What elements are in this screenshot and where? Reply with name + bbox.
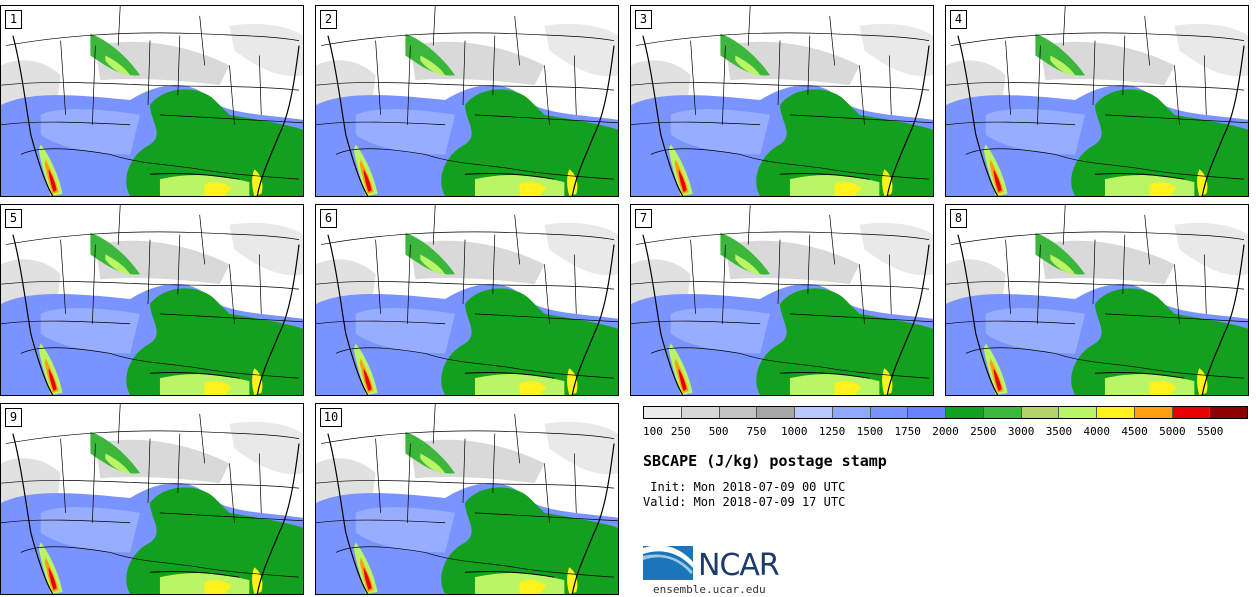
colorbar-tick-label: 3000 [1007, 425, 1035, 438]
sbcape-map-10 [316, 404, 618, 594]
sbcape-map-5 [1, 205, 303, 395]
sbcape-map-3 [631, 6, 933, 196]
sbcape-map-6 [316, 205, 618, 395]
colorbar-swatch [832, 407, 871, 418]
colorbar-tick-label: 4500 [1121, 425, 1148, 438]
colorbar-tick-label: 2500 [970, 425, 997, 438]
panel-number-label: 9 [5, 408, 22, 427]
panel-number-label: 7 [635, 209, 652, 228]
panel-number-label: 5 [5, 209, 22, 228]
colorbar-tick-label: 1500 [856, 425, 884, 438]
colorbar-swatch [719, 407, 758, 418]
colorbar-swatch [983, 407, 1022, 418]
ncar-logo-icon [643, 545, 693, 580]
colorbar-swatch [1059, 407, 1097, 418]
colorbar-tick-label: 2000 [932, 425, 959, 438]
colorbar-swatch [908, 407, 946, 418]
ensemble-member-panel-6[interactable]: 6 [315, 204, 619, 396]
ensemble-member-panel-10[interactable]: 10 [315, 403, 619, 595]
colorbar-tick-label: 3500 [1045, 425, 1073, 438]
colorbar-tick-label: 1250 [818, 425, 846, 438]
colorbar-tick-label: 100 [643, 425, 663, 438]
colorbar-swatch [681, 407, 720, 418]
colorbar-swatch [1097, 407, 1135, 418]
valid-time: Valid: Mon 2018-07-09 17 UTC [643, 495, 846, 509]
colorbar-swatch [1134, 407, 1173, 418]
ensemble-url[interactable]: ensemble.ucar.edu [653, 583, 766, 596]
colorbar-swatch [870, 407, 909, 418]
panel-number-label: 3 [635, 10, 652, 29]
ensemble-member-panel-5[interactable]: 5 [0, 204, 304, 396]
panel-number-label: 8 [950, 209, 967, 228]
sbcape-colorbar [643, 406, 1248, 419]
colorbar-swatch [1172, 407, 1211, 418]
colorbar-tick-label: 1750 [894, 425, 921, 438]
ensemble-member-panel-7[interactable]: 7 [630, 204, 934, 396]
colorbar-swatch [946, 407, 984, 418]
panel-number-label: 6 [320, 209, 337, 228]
sbcape-map-9 [1, 404, 303, 594]
colorbar-swatch [644, 407, 682, 418]
colorbar-tick-label: 250 [670, 425, 691, 438]
colorbar-tick-label: 5500 [1196, 425, 1224, 438]
sbcape-map-1 [1, 6, 303, 196]
colorbar-tick-label: 750 [746, 425, 767, 438]
panel-number-label: 10 [320, 408, 342, 427]
ensemble-member-panel-3[interactable]: 3 [630, 5, 934, 197]
colorbar-swatch [1210, 407, 1247, 418]
panel-number-label: 4 [950, 10, 967, 29]
init-time: Init: Mon 2018-07-09 00 UTC [643, 480, 846, 494]
colorbar-tick-label: 4000 [1083, 425, 1111, 438]
colorbar-tick-label: 5000 [1159, 425, 1186, 438]
sbcape-map-7 [631, 205, 933, 395]
sbcape-map-8 [946, 205, 1248, 395]
colorbar-swatch [1021, 407, 1060, 418]
ensemble-member-panel-2[interactable]: 2 [315, 5, 619, 197]
ensemble-member-panel-8[interactable]: 8 [945, 204, 1249, 396]
colorbar-tick-label: 1000 [781, 425, 808, 438]
sbcape-map-4 [946, 6, 1248, 196]
panel-number-label: 2 [320, 10, 337, 29]
ensemble-member-panel-9[interactable]: 9 [0, 403, 304, 595]
colorbar-tick-label: 500 [708, 425, 729, 438]
ncar-logo-text: NCAR [698, 548, 780, 583]
plot-title: SBCAPE (J/kg) postage stamp [643, 452, 887, 470]
colorbar-swatch [757, 407, 795, 418]
ensemble-member-panel-4[interactable]: 4 [945, 5, 1249, 197]
sbcape-map-2 [316, 6, 618, 196]
panel-number-label: 1 [5, 10, 22, 29]
ensemble-member-panel-1[interactable]: 1 [0, 5, 304, 197]
colorbar-swatch [795, 407, 833, 418]
colorbar-tick-labels: 100 250 500 750 1000 1250 1500 1750 2000 2500 3000… [643, 425, 1248, 439]
